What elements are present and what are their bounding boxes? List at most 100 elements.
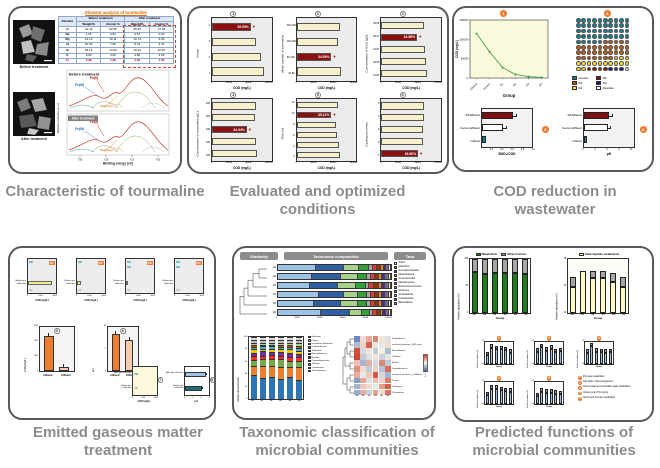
- heatmap-cell: [366, 359, 373, 366]
- bar-segment: [277, 355, 284, 360]
- y-tick: 400: [34, 355, 38, 357]
- cap-segment: [554, 348, 558, 353]
- bar-labels: R4-Effluent Fenton-Effluent Influent: [456, 108, 481, 148]
- legend-swatch: [572, 76, 577, 80]
- legend-item: R1: [572, 81, 588, 85]
- gas-cod-chart: Before gas collection ND ND R3 ND 0 1500 3000 CO…: [111, 256, 159, 312]
- metabolism-segment: [502, 272, 508, 313]
- caption-cod-reduction: COD reduction in wastewater: [493, 183, 617, 219]
- x-ticks: 0 1500 3000: [125, 295, 155, 297]
- y-tick: 0.8: [531, 403, 534, 405]
- x-category: A4: [505, 364, 508, 366]
- bar-segment: [343, 264, 360, 270]
- heatmap-cell: [360, 389, 366, 396]
- y-axis-label: COD(mg/L): [24, 358, 27, 372]
- caption-characteristic: Characteristic of tourmaline: [5, 183, 205, 200]
- x-tick: R1: [499, 82, 505, 88]
- mineral-particle: [16, 97, 32, 113]
- legend-label: Verrucomicrobia: [398, 278, 415, 281]
- x-tick: 6: [200, 397, 202, 399]
- bar-segment: [367, 291, 371, 297]
- y-category: 12.81: [373, 73, 380, 77]
- legend-swatch: [572, 81, 577, 85]
- stacked-bar: [590, 342, 594, 364]
- heatmap-cell: [372, 371, 379, 378]
- reactor-tag: R1: [48, 261, 55, 265]
- col-label: A5: [386, 395, 390, 398]
- x-category: A2: [545, 404, 548, 406]
- heatmap-cell: [378, 353, 385, 360]
- legend-item: Diaphorobacter: [308, 346, 333, 349]
- y-tick: 20: [244, 385, 248, 388]
- x-tick: 0: [582, 148, 584, 151]
- legend-swatch: [394, 277, 398, 281]
- heatmap-cell: [366, 383, 373, 390]
- line: [84, 130, 99, 141]
- y-tick: 150000: [459, 18, 468, 22]
- bar-segment: [549, 348, 553, 364]
- fitted-peak: [69, 148, 95, 153]
- bar-segment: [540, 347, 544, 364]
- genus-heatmap: A0 A1 A2 A3 A4 A5 Diaphorobacter uncultured_bac…: [342, 336, 428, 401]
- nd-marker: ND: [127, 260, 132, 264]
- highlight-label: 34.88%: [403, 35, 416, 40]
- legend-label: Others: [311, 339, 319, 342]
- x-category: A1: [581, 314, 584, 316]
- cap-segment: [540, 388, 544, 392]
- bar-segment: [369, 309, 373, 315]
- stacked-bar: [570, 259, 576, 313]
- heatmap-cell: [378, 347, 385, 354]
- y-tick: 0.8: [531, 363, 534, 365]
- x-tick: 40000: [310, 81, 317, 84]
- x-tick: 1.0: [531, 148, 535, 151]
- down-arrow-icon: ▼: [418, 34, 423, 40]
- bar-segment: [509, 391, 513, 404]
- bar-label: Influent: [572, 139, 582, 144]
- cap-segment: [485, 351, 489, 356]
- chart-number: 2: [604, 10, 611, 17]
- legend-item: Thermomonas: [308, 369, 333, 373]
- xps-x-tick: 715: [130, 158, 135, 162]
- legend-item: Chloroflexi: [394, 265, 421, 269]
- bar-segment: [554, 393, 558, 404]
- bar-segment: [250, 375, 257, 399]
- bar: [212, 52, 261, 62]
- row-label: Tahibacter: [392, 356, 401, 358]
- bar-segment: [604, 352, 608, 364]
- bar-segment: [599, 352, 603, 364]
- bar-segment: [286, 346, 293, 350]
- x-tick: 60000: [339, 317, 346, 319]
- bar-row: 35.12% ▼: [296, 111, 357, 119]
- legend-item: 1 Pyruvate metabolism: [578, 376, 646, 380]
- legend-label: Tahibacter: [311, 349, 322, 352]
- waffle-dot: [624, 61, 630, 66]
- x-tick: R3: [525, 82, 531, 88]
- waffle-dot: [581, 44, 586, 50]
- panel-cod-reduction: 1 0 50000 100000 150000 COD (mg/L) Influent Fen…: [452, 6, 654, 172]
- x-tick: 80000: [245, 81, 252, 84]
- x-category: A5: [510, 404, 513, 406]
- y-axis-label: Relative abundance (%): [527, 349, 529, 368]
- scale-bar: [44, 132, 52, 134]
- y-ticks: 1.6 0.8: [530, 341, 534, 365]
- x-category: A2: [545, 364, 548, 366]
- metabolism-segment: [492, 273, 498, 313]
- waffle-dot: [613, 34, 619, 39]
- waffle-dot: [576, 23, 581, 28]
- chart-body: Relative abundance (%) 100 50 0 A0 A1 A2 A3 A4 A5…: [456, 258, 546, 320]
- y-category: 35.68: [373, 21, 380, 25]
- waffle-dot: [592, 44, 597, 50]
- line: [108, 139, 118, 149]
- bar-segment: [499, 389, 503, 404]
- bar: [482, 136, 486, 144]
- cap-segment: [490, 344, 494, 348]
- bar-row: [584, 123, 634, 134]
- bar-segment: [316, 264, 344, 270]
- x-tick: 0.2: [489, 148, 494, 151]
- x-tick: 120000: [349, 162, 358, 165]
- chart-rest: 400 320 240 180 120 34.94% ▼ 0 40000 80000 120000 C…: [202, 97, 273, 170]
- legend-label: Metabolism: [481, 252, 498, 256]
- legend-item: Residue: [596, 86, 614, 90]
- legend-item: Firmicutes: [394, 289, 421, 293]
- waffle-dot: [592, 55, 597, 61]
